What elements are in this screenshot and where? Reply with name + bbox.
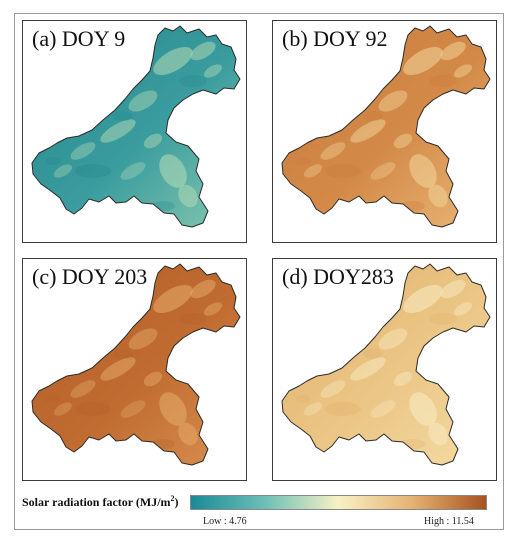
highlight-patch [178, 184, 198, 208]
highlight-patch [303, 402, 323, 416]
region-map-doy-203 [31, 263, 241, 466]
highlight-patch [100, 357, 136, 381]
shade-patch [179, 313, 207, 325]
panel-label: (d) DOY283 [282, 264, 394, 289]
highlight-patch [320, 142, 346, 160]
highlight-patch [178, 422, 198, 446]
highlight-patch [100, 119, 136, 143]
highlight-patch [378, 328, 408, 350]
highlight-patch [350, 357, 386, 381]
figure-frame [14, 13, 504, 530]
region-outline [281, 25, 491, 228]
region-map-doy-92 [281, 25, 491, 228]
highlight-patch [393, 133, 413, 149]
panel-label: (b) DOY 92 [282, 26, 388, 51]
shade-patch [363, 111, 383, 121]
shade-patch [45, 395, 61, 403]
legend-low-label: Low : 4.76 [203, 516, 247, 527]
highlight-patch [350, 119, 386, 143]
highlight-patch [70, 142, 96, 160]
highlight-patch [409, 392, 437, 426]
region-fill [32, 26, 240, 227]
shade-patch [429, 313, 457, 325]
panel-doy-92: (b) DOY 92 [272, 20, 497, 243]
highlight-patch [378, 90, 408, 112]
highlight-patch [409, 154, 437, 188]
highlight-patch [153, 47, 193, 75]
highlight-patch [440, 41, 466, 61]
shade-patch [295, 395, 311, 403]
shade-patch [429, 75, 457, 87]
shade-patch [295, 157, 311, 165]
highlight-patch [440, 279, 466, 299]
highlight-patch [203, 302, 223, 316]
region-outline [31, 25, 241, 228]
panel-doy-203: (c) DOY 203 [22, 258, 247, 481]
region-fill [282, 26, 490, 227]
shade-patch [45, 157, 61, 165]
highlight-patch [70, 380, 96, 398]
highlight-patch [320, 380, 346, 398]
highlight-patch [128, 90, 158, 112]
shade-patch [113, 111, 133, 121]
highlight-patch [428, 422, 448, 446]
radiation-texture [45, 41, 223, 211]
highlight-patch [53, 164, 73, 178]
region-fill [32, 264, 240, 465]
highlight-patch [203, 64, 223, 78]
legend-colorbar [190, 495, 487, 510]
highlight-patch [190, 41, 216, 61]
legend-high-label: High : 11.54 [424, 516, 474, 527]
highlight-patch [370, 400, 396, 418]
shade-patch [179, 75, 207, 87]
shade-patch [75, 402, 111, 416]
shade-patch [151, 439, 175, 449]
shade-patch [363, 349, 383, 359]
highlight-patch [143, 371, 163, 387]
highlight-patch [120, 162, 146, 180]
highlight-patch [403, 47, 443, 75]
highlight-patch [370, 162, 396, 180]
region-outline [281, 263, 491, 466]
highlight-patch [428, 184, 448, 208]
shade-patch [325, 402, 361, 416]
panel-doy-9: (a) DOY 9 [22, 20, 247, 243]
highlight-patch [174, 354, 192, 374]
highlight-patch [153, 285, 193, 313]
highlight-patch [453, 302, 473, 316]
shade-patch [325, 164, 361, 178]
highlight-patch [53, 402, 73, 416]
region-map-doy-283 [281, 263, 491, 466]
highlight-patch [424, 354, 442, 374]
panel-label: (c) DOY 203 [32, 264, 148, 289]
panel-label: (a) DOY 9 [32, 26, 126, 51]
highlight-patch [128, 328, 158, 350]
highlight-patch [159, 392, 187, 426]
shade-patch [401, 439, 425, 449]
highlight-patch [424, 116, 442, 136]
region-map-doy-9 [31, 25, 241, 228]
highlight-patch [174, 116, 192, 136]
highlight-patch [453, 64, 473, 78]
highlight-patch [159, 154, 187, 188]
shade-patch [401, 201, 425, 211]
shade-patch [75, 164, 111, 178]
highlight-patch [190, 279, 216, 299]
shade-patch [113, 349, 133, 359]
panel-doy-283: (d) DOY283 [272, 258, 497, 481]
highlight-patch [303, 164, 323, 178]
shade-patch [151, 201, 175, 211]
highlight-patch [120, 400, 146, 418]
highlight-patch [143, 133, 163, 149]
highlight-patch [403, 285, 443, 313]
region-outline [31, 263, 241, 466]
legend-title: Solar radiation factor (MJ/m2) [22, 494, 179, 509]
highlight-patch [393, 371, 413, 387]
region-fill [282, 264, 490, 465]
